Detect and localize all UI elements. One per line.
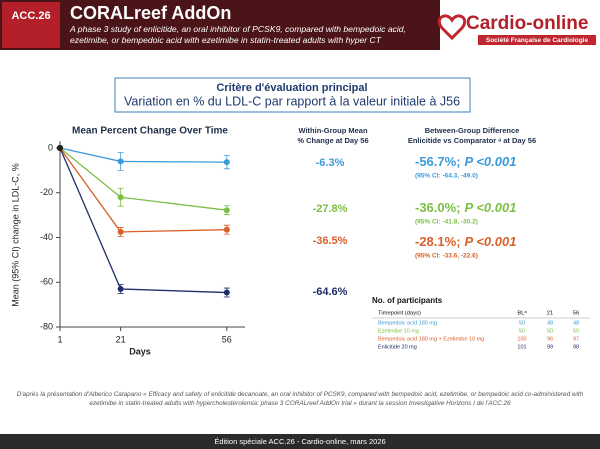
participants-count: 100 <box>517 336 526 342</box>
participants-count: 50 <box>547 328 553 334</box>
within-value: -27.8% <box>313 203 348 215</box>
y-tick-label: -20 <box>40 187 53 197</box>
between-ci: (95% CI: -41.8, -30.2) <box>415 219 478 226</box>
data-point <box>223 207 230 214</box>
citation: D'après la présentation d'Alberico Catap… <box>16 391 584 407</box>
series-line <box>59 147 227 233</box>
participants-count: 96 <box>547 336 553 342</box>
p-value: P <0.001 <box>465 200 517 215</box>
brand: Cardio-online <box>466 13 588 34</box>
y-tick-label: 0 <box>48 142 53 152</box>
series-line <box>59 147 227 211</box>
logo-box <box>2 2 60 48</box>
logo-text: ACC.26 <box>11 10 50 22</box>
brand-sub: Société Française de Cardiologie <box>486 37 589 44</box>
between-ci: (95% CI: -64.3, -49.0) <box>415 173 478 180</box>
participants-title: No. of participants <box>372 296 443 305</box>
title: CORALreef AddOn <box>70 3 231 23</box>
data-point <box>117 194 124 201</box>
participants-count: 99 <box>547 344 553 350</box>
brand-bar <box>478 35 596 45</box>
y-axis-label: Mean (95% CI) change in LDL-C, % <box>10 163 20 307</box>
difference: -36.0%; <box>415 200 461 215</box>
difference: -56.7%; <box>415 154 461 169</box>
subtitle: A phase 3 study of enlicitide, an oral i… <box>70 24 406 45</box>
within-header: % Change at Day 56 <box>297 136 368 145</box>
footer: Édition spéciale ACC.26 - Cardio-online,… <box>214 437 385 446</box>
participants-column: Timepoint (days) <box>378 311 421 317</box>
within-header: Within-Group Mean <box>298 126 368 135</box>
footer-band <box>0 434 600 449</box>
data-point <box>117 158 124 165</box>
data-point <box>57 145 63 151</box>
x-tick-label: 56 <box>222 334 232 344</box>
series-line <box>59 147 227 294</box>
participants-count: 101 <box>517 344 526 350</box>
p-value: P <0.001 <box>465 154 517 169</box>
header-band <box>0 0 440 50</box>
between-difference: -36.0%; P <0.001 <box>415 200 516 215</box>
chart-title: Mean Percent Change Over Time <box>72 126 228 137</box>
participants-row-label: Bempedoic acid 180 mg + Ezetimibe 10 mg <box>378 336 484 342</box>
participants-count: 50 <box>519 328 525 334</box>
p-value: P <0.001 <box>465 234 517 249</box>
data-point <box>223 159 230 166</box>
participants-column: 21 <box>547 311 553 317</box>
participants-column: 56 <box>573 311 579 317</box>
between-header: Between-Group Difference <box>425 126 520 135</box>
participants-column: BLᵃ <box>517 311 527 317</box>
between-difference: -56.7%; P <0.001 <box>415 154 516 169</box>
participants-count: 50 <box>573 328 579 334</box>
participants-count: 50 <box>519 320 525 326</box>
between-difference: -28.1%; P <0.001 <box>415 234 516 249</box>
x-tick-label: 1 <box>57 334 62 344</box>
brand-heart <box>437 14 467 41</box>
data-point <box>117 285 124 292</box>
x-axis-label: Days <box>129 346 151 356</box>
within-value: -64.6% <box>313 286 348 298</box>
y-tick-label: -40 <box>40 232 53 242</box>
participants-count: 48 <box>547 320 553 326</box>
within-value: -6.3% <box>316 157 345 169</box>
endpoint-title: Critère d'évaluation principal <box>216 82 367 94</box>
between-header: Enlicitide vs Comparator ᵃ at Day 56 <box>408 136 536 145</box>
participants-count: 48 <box>573 320 579 326</box>
participants-row-label: Enlicitide 20 mg <box>378 344 417 350</box>
data-point <box>223 226 230 233</box>
participants-row-label: Bempedoic acid 180 mg <box>378 320 437 326</box>
participants-count: 98 <box>573 344 579 350</box>
y-tick-label: -80 <box>40 321 53 331</box>
difference: -28.1%; <box>415 234 461 249</box>
endpoint-subtitle: Variation en % du LDL-C par rapport à la… <box>124 94 460 108</box>
x-tick-label: 21 <box>116 334 126 344</box>
y-tick-label: -60 <box>40 277 53 287</box>
endpoint-box <box>114 77 471 113</box>
participants-count: 97 <box>573 336 579 342</box>
data-point <box>223 289 230 296</box>
series-line <box>59 147 227 163</box>
within-value: -36.5% <box>313 235 348 247</box>
participants-row-label: Ezetimibe 10 mg <box>378 328 419 334</box>
data-point <box>117 228 124 235</box>
between-ci: (95% CI: -33.6, -22.6) <box>415 253 478 260</box>
